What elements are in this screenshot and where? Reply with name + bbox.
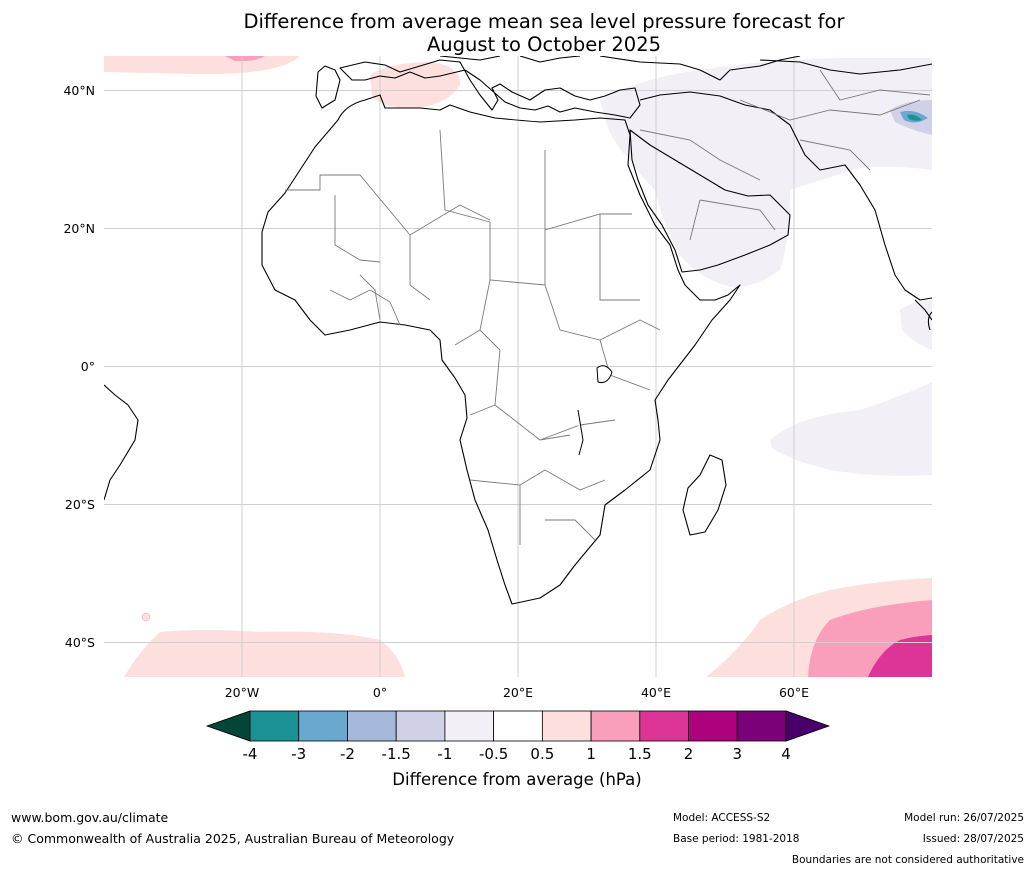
- colorbar-tick-label: 1: [586, 745, 596, 763]
- europe-outline: [315, 59, 641, 119]
- arabia-outline: [629, 129, 791, 273]
- colorbar-segment: [298, 710, 348, 742]
- footer-copyright: © Commonwealth of Australia 2025, Austra…: [11, 831, 455, 846]
- longitude-tick-label: 20°W: [225, 685, 260, 700]
- colorbar-tick-label: 0.5: [530, 745, 554, 763]
- colorbar-tick-label: -1: [437, 745, 452, 763]
- colorbar-tick-label: -4: [243, 745, 258, 763]
- colorbar-segment: [688, 710, 738, 742]
- footer-issued: Issued: 28/07/2025: [922, 833, 1024, 845]
- colorbar-tick-label: -0.5: [479, 745, 508, 763]
- colorbar-segment: [736, 710, 787, 742]
- colorbar-tick-label: 4: [781, 745, 791, 763]
- footer-disclaimer: Boundaries are not considered authoritat…: [791, 854, 1024, 866]
- colorbar-tick-label: -1.5: [382, 745, 411, 763]
- colorbar-extend-low: [205, 710, 251, 742]
- longitude-tick-labels: 20°W 0° 20°E 40°E 60°E: [225, 685, 809, 700]
- longitude-tick-label: 0°: [373, 685, 387, 700]
- colorbar-title: Difference from average (hPa): [392, 770, 641, 789]
- title-line-1: Difference from average mean sea level p…: [243, 10, 845, 33]
- colorbar: -4 -3 -2 -1.5 -1 -0.5 0.5 1 1.5 2 3 4: [205, 710, 831, 763]
- latitude-tick-label: 40°S: [65, 635, 95, 650]
- map-area: [104, 56, 932, 677]
- footer-base-period: Base period: 1981-2018: [673, 833, 800, 845]
- latitude-tick-label: 40°N: [63, 83, 95, 98]
- chart-title: Difference from average mean sea level p…: [104, 10, 984, 56]
- colorbar-segment: [639, 710, 689, 742]
- colorbar-tick-label: 1.5: [628, 745, 652, 763]
- longitude-tick-label: 60°E: [779, 685, 809, 700]
- colorbar-segment: [493, 710, 543, 742]
- title-line-2: August to October 2025: [426, 33, 662, 56]
- latitude-tick-label: 20°S: [65, 497, 95, 512]
- colorbar-tick-label: -3: [291, 745, 306, 763]
- colorbar-segment: [590, 710, 641, 742]
- south-america-outline: [104, 384, 139, 501]
- footer-model-run: Model run: 26/07/2025: [904, 812, 1024, 824]
- country-borders: [285, 69, 931, 545]
- footer-url[interactable]: www.bom.gov.au/climate: [11, 810, 169, 825]
- colorbar-segment: [249, 710, 300, 742]
- colorbar-segment: [395, 710, 446, 742]
- africa-outline: [261, 94, 741, 605]
- lakes: [577, 365, 613, 456]
- colorbar-tick-label: 3: [732, 745, 742, 763]
- madagascar-outline: [682, 454, 727, 536]
- coastlines: [104, 56, 932, 605]
- anomaly-shading: [104, 56, 932, 677]
- latitude-tick-labels: 40°N 20°N 0° 20°S 40°S: [63, 83, 95, 650]
- longitude-tick-label: 40°E: [641, 685, 671, 700]
- latitude-tick-label: 0°: [81, 359, 95, 374]
- latitude-tick-label: 20°N: [63, 221, 95, 236]
- colorbar-extend-high: [785, 710, 831, 742]
- colorbar-tick-label: -2: [340, 745, 355, 763]
- longitude-tick-label: 20°E: [503, 685, 533, 700]
- colorbar-segment: [541, 710, 592, 742]
- footer-model: Model: ACCESS-S2: [673, 812, 771, 824]
- colorbar-tick-label: 2: [684, 745, 694, 763]
- map-gridlines: [104, 56, 932, 677]
- colorbar-segment: [347, 710, 397, 742]
- colorbar-segment: [444, 710, 495, 742]
